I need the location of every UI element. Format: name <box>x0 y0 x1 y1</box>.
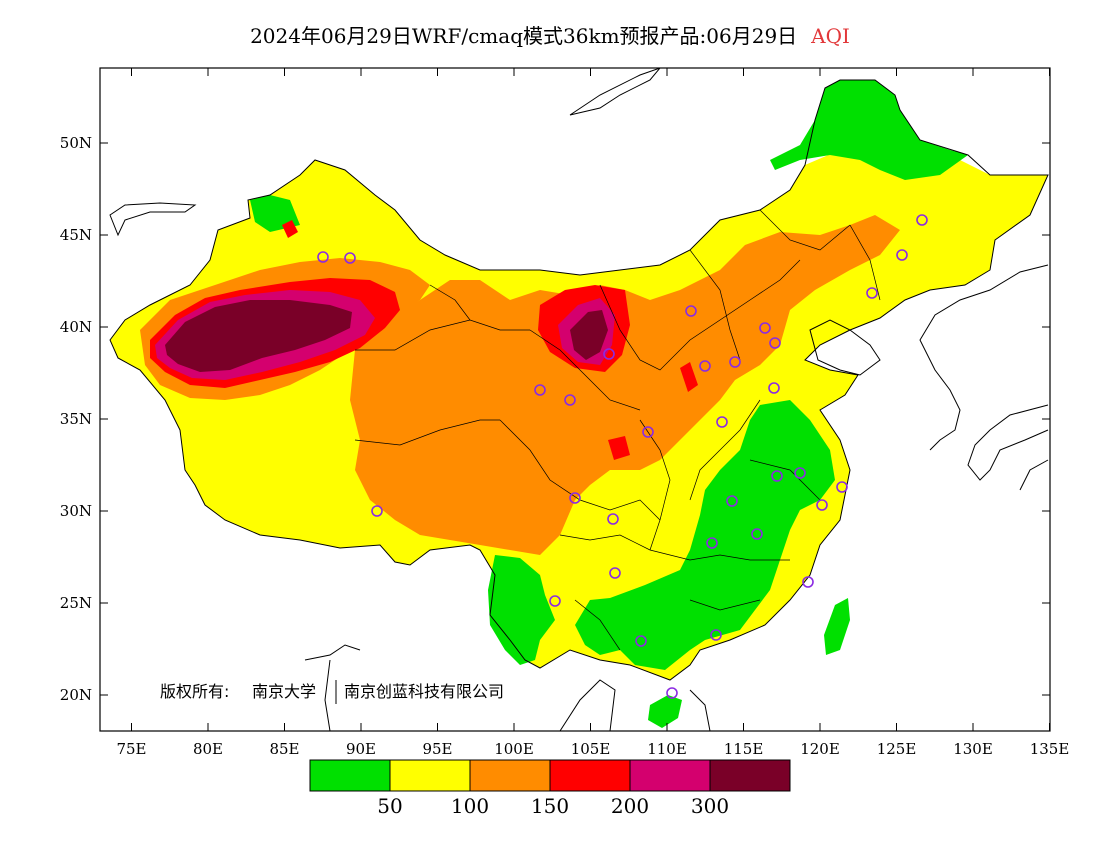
legend-label: 300 <box>691 794 729 818</box>
neighbor-coastlines <box>109 68 1049 731</box>
lon-tick-label: 90E <box>346 740 376 758</box>
lon-tick-label: 110E <box>647 740 687 758</box>
lon-tick-label: 115E <box>724 740 764 758</box>
legend-swatch-good <box>309 759 391 792</box>
legend-label: 50 <box>377 794 402 818</box>
copyright-org1: 南京大学 <box>252 682 316 701</box>
lat-tick-label: 40N <box>60 318 92 336</box>
city-marker <box>642 426 654 438</box>
city-marker <box>710 629 722 641</box>
map-content <box>109 68 1049 731</box>
city-marker <box>836 481 848 493</box>
city-marker <box>699 360 711 372</box>
city-marker <box>726 495 738 507</box>
legend-label: 100 <box>451 794 489 818</box>
map-title: 2024年06月29日WRF/cmaq模式36km预报产品:06月29日 AQI <box>0 20 1100 49</box>
aqi-zone-good-taiwan <box>824 598 850 655</box>
copyright-org2: 南京创蓝科技有限公司 <box>344 682 504 701</box>
city-marker <box>759 322 771 334</box>
aqi-zone-unhealthy-small2 <box>680 362 698 392</box>
lon-tick-label: 135E <box>1030 740 1070 758</box>
title-main: 2024年06月29日WRF/cmaq模式36km预报产品:06月29日 <box>250 24 798 48</box>
legend-swatch-hazardous <box>709 759 791 792</box>
city-marker <box>866 287 878 299</box>
city-marker <box>816 499 828 511</box>
lon-tick-label: 75E <box>116 740 146 758</box>
lat-tick-label: 30N <box>60 502 92 520</box>
latitude-axis: 50N 45N 40N 35N 30N 25N 20N <box>60 134 1050 704</box>
aqi-zone-unhealthy-small1 <box>282 220 298 238</box>
legend-swatch-moderate <box>389 759 471 792</box>
city-marker <box>771 470 783 482</box>
aqi-zone-hazardous-taklamakan <box>165 300 352 372</box>
city-marker <box>635 635 647 647</box>
color-legend: 50 100 150 200 300 <box>309 759 791 818</box>
legend-swatch-very-unhealthy <box>629 759 711 792</box>
map-frame <box>99 67 1051 732</box>
city-marker <box>768 382 780 394</box>
city-marker <box>706 537 718 549</box>
lon-tick-label: 105E <box>571 740 611 758</box>
city-marker <box>344 252 356 264</box>
legend-label: 200 <box>611 794 649 818</box>
city-marker <box>685 305 697 317</box>
legend-swatch-unhealthy-sensitive <box>469 759 551 792</box>
lat-tick-label: 35N <box>60 410 92 428</box>
city-marker <box>802 576 814 588</box>
city-marker <box>609 567 621 579</box>
city-markers <box>317 214 928 699</box>
legend-swatch-unhealthy <box>549 759 631 792</box>
city-marker <box>607 513 619 525</box>
copyright-prefix: 版权所有: <box>160 682 229 701</box>
aqi-zone-good-northeast <box>770 80 968 180</box>
aqi-zone-good-southwest <box>488 555 555 665</box>
city-marker <box>666 687 678 699</box>
city-marker <box>716 416 728 428</box>
title-variable: AQI <box>811 24 850 48</box>
lon-tick-label: 100E <box>494 740 534 758</box>
city-marker <box>569 492 581 504</box>
lat-tick-label: 20N <box>60 686 92 704</box>
city-marker <box>564 394 576 406</box>
lat-tick-label: 50N <box>60 134 92 152</box>
city-marker <box>603 348 615 360</box>
lon-tick-label: 85E <box>269 740 299 758</box>
lon-tick-label: 130E <box>953 740 993 758</box>
city-marker <box>751 528 763 540</box>
longitude-axis: 75E 80E 85E 90E 95E 100E 105E 110E 115E 120E 125E 1… <box>116 68 1069 758</box>
lat-tick-label: 25N <box>60 594 92 612</box>
city-marker <box>794 467 806 479</box>
city-marker <box>916 214 928 226</box>
aqi-zone-sensitive-central <box>350 215 900 555</box>
city-marker <box>896 249 908 261</box>
province-borders <box>354 209 881 651</box>
city-marker <box>769 337 781 349</box>
aqi-zone-unhealthy-small3 <box>608 436 630 460</box>
city-marker <box>534 384 546 396</box>
city-marker <box>549 595 561 607</box>
lat-tick-label: 45N <box>60 226 92 244</box>
aqi-zone-hazardous-alxa <box>570 310 608 360</box>
lon-tick-label: 125E <box>877 740 917 758</box>
aqi-zone-good-hainan <box>648 695 682 728</box>
city-marker <box>371 505 383 517</box>
city-marker <box>729 356 741 368</box>
legend-label: 150 <box>531 794 569 818</box>
city-marker <box>317 251 329 263</box>
lon-tick-label: 95E <box>422 740 452 758</box>
china-border <box>109 79 1049 681</box>
lon-tick-label: 80E <box>193 740 223 758</box>
lon-tick-label: 120E <box>800 740 840 758</box>
aqi-zone-good-south <box>575 400 835 670</box>
